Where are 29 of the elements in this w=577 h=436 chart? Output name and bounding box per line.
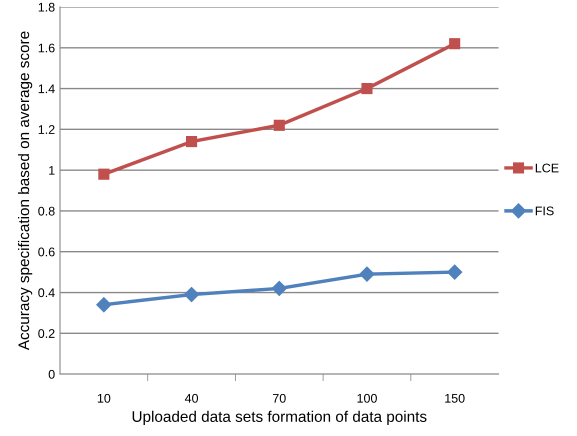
point [359,266,375,282]
x-tick-label: 10 [98,394,110,403]
legend-label: FIS [536,206,554,216]
x-tick-label: 100 [358,394,377,403]
point [184,286,200,302]
y-tick-label: 0.8 [38,206,55,216]
point [274,120,285,131]
y-axis-title: Accuracy specification based on average score [18,32,32,350]
point [449,38,460,50]
y-tick-label: 0.4 [38,288,55,298]
y-tick-label: 1.8 [38,2,55,12]
y-tick-label: 1.6 [38,44,55,52]
y-tick-label: 1.4 [38,84,55,94]
point [98,168,110,180]
point [447,264,462,280]
y-tick-label: 0.6 [38,248,55,256]
legend-label: LCE [536,164,559,172]
point [272,280,287,296]
point [96,297,112,312]
y-tick-label: 1.2 [38,125,55,134]
x-tick-label: 40 [184,394,198,403]
x-axis-title: Uploaded data sets formation of data points [132,410,427,425]
y-tick-label: 0.2 [38,329,55,338]
x-tick-label: 70 [272,394,286,403]
x-tick-label: 150 [445,394,465,403]
point [186,136,198,148]
y-tick-label: 1 [49,166,55,175]
point [361,83,373,94]
y-tick-label: 0 [48,370,55,379]
